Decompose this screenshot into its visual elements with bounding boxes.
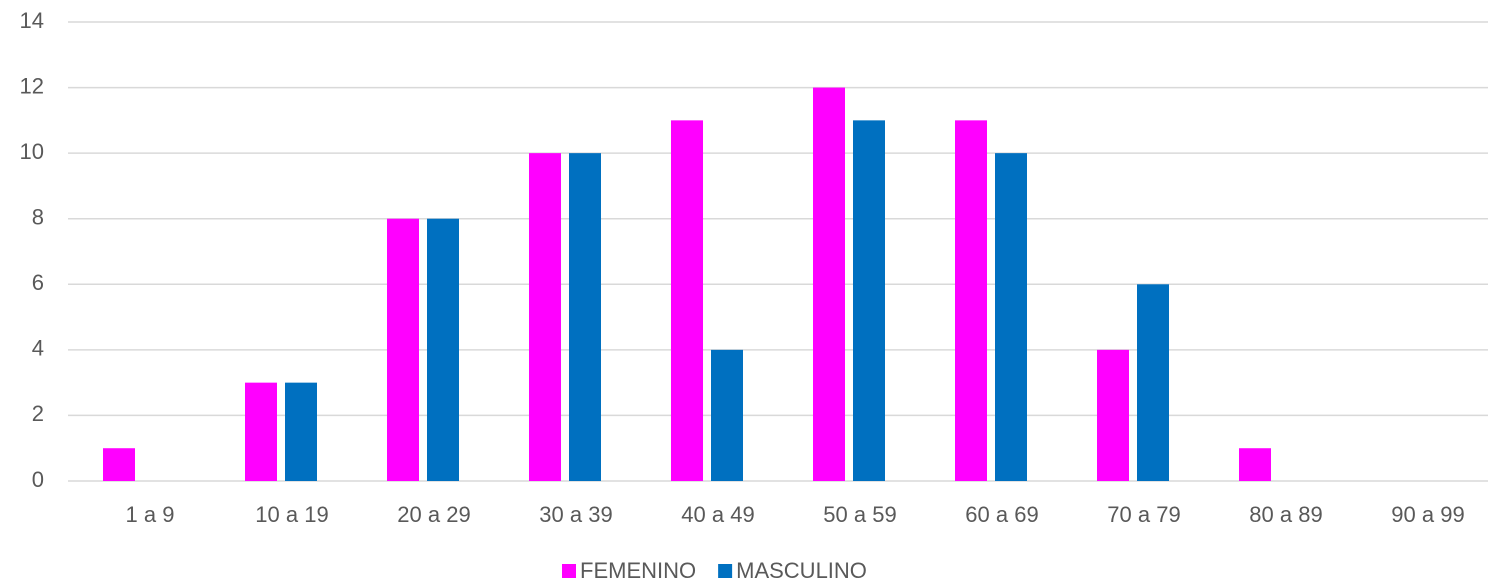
bar — [711, 349, 743, 481]
bar — [1239, 448, 1271, 481]
y-tick-label: 14 — [20, 8, 44, 33]
y-tick-label: 8 — [32, 205, 44, 230]
bar — [955, 120, 987, 481]
bar — [529, 153, 561, 481]
bar — [569, 153, 601, 481]
y-tick-label: 2 — [32, 401, 44, 426]
bar — [853, 120, 885, 481]
y-tick-label: 4 — [32, 336, 44, 361]
y-tick-label: 12 — [20, 73, 44, 98]
bar — [813, 87, 845, 482]
x-tick-label: 20 a 29 — [397, 502, 470, 527]
bar — [1097, 349, 1129, 481]
x-tick-label: 1 a 9 — [126, 502, 175, 527]
legend-swatch — [562, 564, 576, 578]
bar — [285, 382, 317, 481]
x-tick-label: 30 a 39 — [539, 502, 612, 527]
legend-swatch — [718, 564, 733, 578]
x-tick-label: 50 a 59 — [823, 502, 896, 527]
x-tick-label: 70 a 79 — [1107, 502, 1180, 527]
legend-label: MASCULINO — [736, 558, 867, 583]
bar — [671, 120, 703, 481]
bar — [427, 218, 459, 481]
y-tick-label: 10 — [20, 139, 44, 164]
y-tick-label: 0 — [32, 467, 44, 492]
y-tick-label: 6 — [32, 270, 44, 295]
x-tick-label: 10 a 19 — [255, 502, 328, 527]
x-tick-label: 90 a 99 — [1391, 502, 1464, 527]
x-tick-label: 80 a 89 — [1249, 502, 1322, 527]
legend-label: FEMENINO — [580, 558, 696, 583]
x-tick-label: 60 a 69 — [965, 502, 1038, 527]
bar — [1137, 284, 1169, 481]
bar — [387, 218, 419, 481]
bar — [103, 448, 135, 481]
bar — [995, 153, 1027, 481]
x-tick-label: 40 a 49 — [681, 502, 754, 527]
bar — [245, 382, 277, 481]
